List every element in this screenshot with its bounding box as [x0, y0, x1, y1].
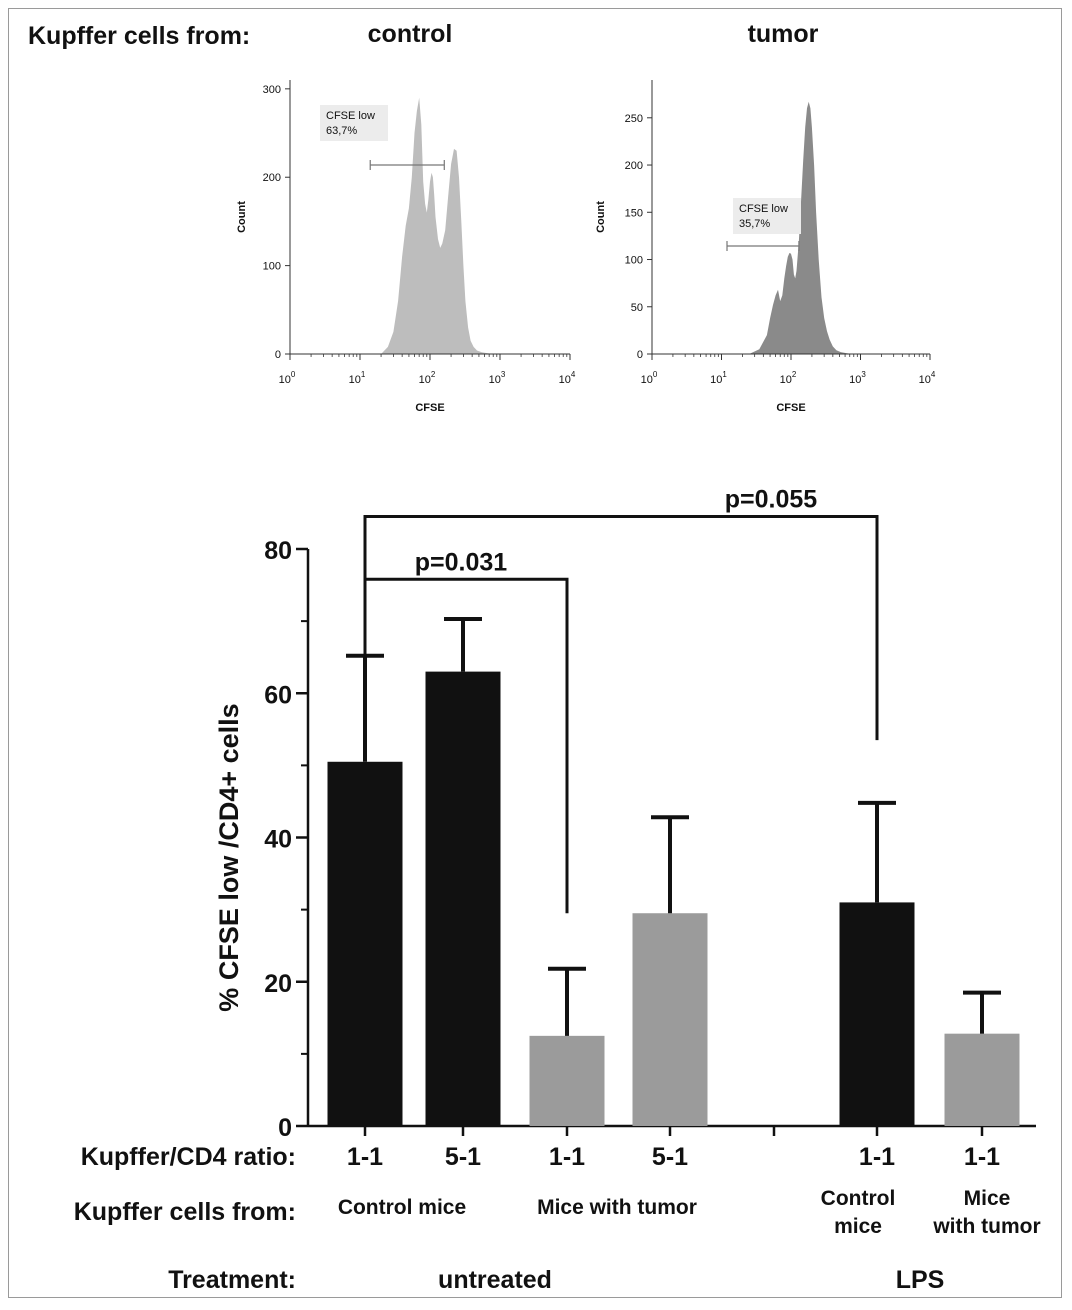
y-tick-label: 0	[278, 1114, 292, 1142]
x-tick-base: 10	[710, 374, 722, 386]
x-tick-exp: 4	[931, 370, 936, 379]
y-tick-label: 60	[264, 681, 292, 709]
header-kupffer-label: Kupffer cells from:	[28, 22, 250, 50]
bar-chart: 0 20 40 60 80 % CFSE low /CD4+ cells p=0.031 p=…	[74, 486, 1041, 1294]
y-tick-label: 200	[263, 172, 281, 184]
histogram-area	[381, 97, 494, 354]
x-tick-label: 103	[489, 370, 506, 386]
x-tick-exp: 3	[861, 370, 866, 379]
x-tick-exp: 0	[653, 370, 658, 379]
gate-label: CFSE low	[326, 110, 375, 122]
source-group-label: Mice	[964, 1187, 1011, 1210]
gate-label: CFSE low	[739, 203, 788, 215]
x-tick-exp: 2	[792, 370, 797, 379]
x-tick-exp: 3	[501, 370, 506, 379]
x-tick-base: 10	[349, 374, 361, 386]
y-tick-label: 50	[631, 302, 643, 314]
gate-value: 63,7%	[326, 125, 357, 137]
category-label: 5-1	[445, 1143, 481, 1171]
y-tick-label: 200	[625, 160, 643, 172]
x-tick-label: 101	[710, 370, 727, 386]
bar	[944, 1033, 1020, 1126]
source-group-label: Control mice	[338, 1196, 466, 1219]
y-tick-label: 80	[264, 537, 292, 565]
panel-title-control: control	[368, 20, 453, 48]
x-tick-exp: 1	[361, 370, 366, 379]
x-axis-label: CFSE	[776, 402, 805, 414]
y-tick-label: 0	[637, 349, 643, 361]
panel-title-tumor: tumor	[748, 20, 819, 48]
source-group-label: Mice with tumor	[537, 1196, 697, 1219]
y-tick-label: 100	[625, 255, 643, 267]
treatment-row-label: Treatment:	[168, 1266, 296, 1294]
bar	[327, 761, 403, 1126]
x-tick-label: 104	[559, 370, 576, 386]
x-tick-label: 100	[641, 370, 658, 386]
x-tick-exp: 4	[571, 370, 576, 379]
bar	[632, 913, 708, 1126]
y-tick-label: 0	[275, 349, 281, 361]
category-label: 1-1	[549, 1143, 585, 1171]
x-tick-label: 102	[419, 370, 436, 386]
source-row-label: Kupffer cells from:	[74, 1198, 296, 1226]
x-tick-label: 104	[919, 370, 936, 386]
ratio-row-label: Kupffer/CD4 ratio:	[81, 1143, 296, 1171]
figure-frame	[8, 8, 1062, 1298]
x-tick-exp: 1	[722, 370, 727, 379]
y-tick-label: 20	[264, 970, 292, 998]
gate-label-box	[320, 105, 388, 141]
category-label: 1-1	[859, 1143, 895, 1171]
y-axis-label: Count	[236, 201, 248, 233]
x-tick-base: 10	[489, 374, 501, 386]
y-tick-label: 300	[263, 84, 281, 96]
x-tick-label: 102	[780, 370, 797, 386]
x-axis-label: CFSE	[415, 402, 444, 414]
x-tick-base: 10	[279, 374, 291, 386]
source-group-label: mice	[834, 1215, 882, 1238]
x-tick-base: 10	[559, 374, 571, 386]
bar	[425, 671, 501, 1126]
treatment-label: LPS	[896, 1266, 945, 1294]
y-tick-label: 100	[263, 261, 281, 273]
source-group-label: with tumor	[932, 1215, 1040, 1238]
y-tick-label: 40	[264, 826, 292, 854]
bar	[529, 1035, 605, 1126]
x-tick-base: 10	[919, 374, 931, 386]
y-tick-label: 150	[625, 207, 643, 219]
x-tick-label: 101	[349, 370, 366, 386]
gate-value: 35,7%	[739, 218, 770, 230]
y-tick-label: 250	[625, 113, 643, 125]
x-tick-base: 10	[419, 374, 431, 386]
significance-bracket	[363, 515, 879, 741]
significance-label: p=0.055	[725, 486, 818, 514]
x-tick-label: 103	[849, 370, 866, 386]
y-axis-label: Count	[595, 201, 607, 233]
x-tick-exp: 0	[291, 370, 296, 379]
x-tick-base: 10	[849, 374, 861, 386]
category-label: 1-1	[347, 1143, 383, 1171]
source-group-label: Control	[821, 1187, 896, 1210]
category-label: 1-1	[964, 1143, 1000, 1171]
gate-label-box	[733, 198, 801, 234]
y-axis-label: % CFSE low /CD4+ cells	[214, 703, 244, 1011]
bar	[839, 902, 915, 1126]
significance-label: p=0.031	[415, 548, 508, 576]
x-tick-base: 10	[641, 374, 653, 386]
category-label: 5-1	[652, 1143, 688, 1171]
x-tick-exp: 2	[431, 370, 436, 379]
treatment-label: untreated	[438, 1266, 552, 1294]
x-tick-base: 10	[780, 374, 792, 386]
x-tick-label: 100	[279, 370, 296, 386]
